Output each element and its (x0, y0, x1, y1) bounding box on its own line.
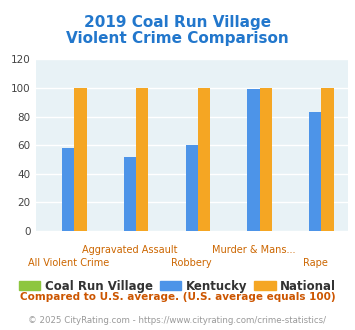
Bar (260, 88, 272, 231)
Bar (124, 157, 136, 231)
Text: 2019 Coal Run Village: 2019 Coal Run Village (84, 15, 271, 30)
Bar (75, 88, 87, 231)
Text: Violent Crime Comparison: Violent Crime Comparison (66, 31, 289, 46)
Text: Robbery: Robbery (171, 258, 212, 268)
Bar (321, 88, 334, 231)
Text: Aggravated Assault: Aggravated Assault (82, 245, 178, 255)
Bar (62, 148, 75, 231)
Bar (247, 89, 260, 231)
Bar (198, 88, 210, 231)
Legend: Coal Run Village, Kentucky, National: Coal Run Village, Kentucky, National (14, 275, 341, 297)
Text: Rape: Rape (303, 258, 328, 268)
Text: © 2025 CityRating.com - https://www.cityrating.com/crime-statistics/: © 2025 CityRating.com - https://www.city… (28, 315, 327, 325)
Bar (309, 112, 321, 231)
Bar (186, 145, 198, 231)
Text: Murder & Mans...: Murder & Mans... (212, 245, 295, 255)
Text: All Violent Crime: All Violent Crime (28, 258, 109, 268)
Bar (136, 88, 148, 231)
Text: Compared to U.S. average. (U.S. average equals 100): Compared to U.S. average. (U.S. average … (20, 292, 335, 302)
